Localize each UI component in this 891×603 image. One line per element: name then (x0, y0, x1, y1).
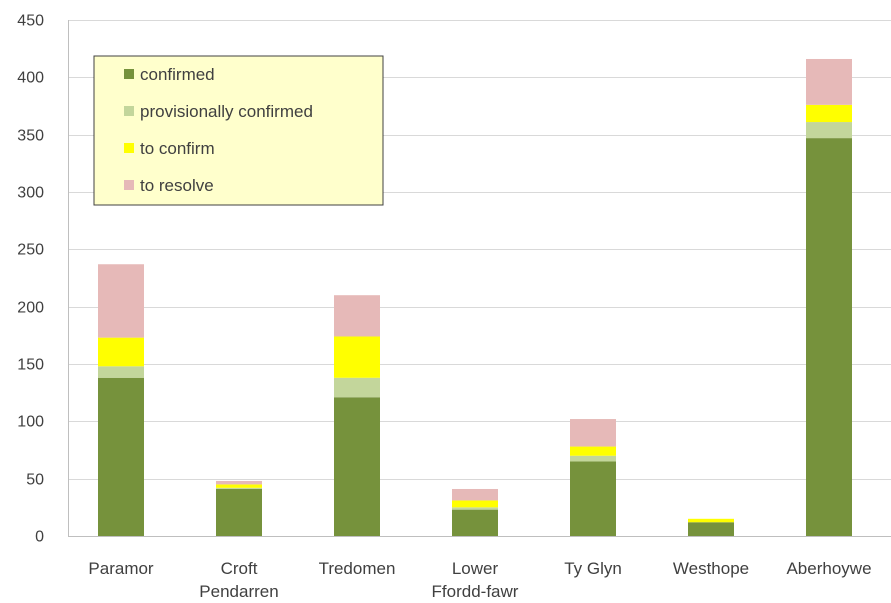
bars (98, 58, 852, 536)
bar-segment-confirmed (452, 509, 498, 536)
bar-segment-to-resolve (806, 58, 852, 105)
x-category-label: Tredomen (319, 559, 396, 578)
bar-segment-provisionally-confirmed (452, 507, 498, 510)
y-tick-label: 400 (17, 70, 44, 87)
y-tick-label: 200 (17, 300, 44, 317)
bar-segment-confirmed (688, 522, 734, 536)
legend-swatch (124, 106, 134, 116)
x-category-label: Ffordd-fawr (432, 582, 519, 601)
legend: confirmed provisionally confirmed to confi… (93, 55, 384, 206)
bar-segment-to-confirm (334, 336, 380, 378)
legend-label: confirmed (140, 65, 215, 84)
y-tick-label: 300 (17, 185, 44, 202)
legend-label: provisionally confirmed (140, 102, 313, 121)
bar-segment-confirmed (334, 397, 380, 536)
y-tick-label: 450 (17, 13, 44, 30)
x-category-label: Ty Glyn (564, 559, 622, 578)
bar-segment-confirmed (98, 377, 144, 536)
x-category-label: Lower (452, 559, 499, 578)
bar-segment-to-confirm (688, 518, 734, 523)
legend-label: to confirm (140, 139, 215, 158)
x-category-label: Pendarren (199, 582, 278, 601)
y-tick-label: 50 (26, 472, 44, 489)
y-tick-label: 100 (17, 414, 44, 431)
bar-segment-to-confirm (570, 446, 616, 456)
x-category-label: Aberhoywe (786, 559, 871, 578)
legend-swatch (124, 143, 134, 153)
bar-segment-provisionally-confirmed (806, 122, 852, 139)
y-tick-label: 0 (35, 529, 44, 546)
bar-segment-provisionally-confirmed (98, 366, 144, 378)
legend-swatch (124, 69, 134, 79)
y-axis-tick-labels: 0 50 100 150 200 250 300 350 400 450 (17, 13, 44, 546)
bar-segment-to-confirm (452, 500, 498, 508)
bar-segment-to-confirm (98, 337, 144, 367)
y-tick-label: 350 (17, 128, 44, 145)
bar-segment-confirmed (806, 138, 852, 536)
bar-segment-confirmed (216, 488, 262, 536)
bar-segment-to-resolve (216, 480, 262, 485)
bar-segment-confirmed (570, 461, 616, 536)
bar-segment-to-confirm (806, 104, 852, 123)
x-category-label: Croft (221, 559, 258, 578)
bar-segment-to-confirm (216, 484, 262, 488)
bar-segment-to-resolve (98, 264, 144, 338)
legend-box (93, 55, 384, 206)
bar-segment-provisionally-confirmed (570, 455, 616, 462)
bar-segment-provisionally-confirmed (216, 487, 262, 489)
bar-segment-to-resolve (570, 419, 616, 447)
bar-segment-provisionally-confirmed (334, 377, 380, 398)
bar-segment-to-resolve (334, 295, 380, 337)
x-category-label: Paramor (88, 559, 154, 578)
x-category-label: Westhope (673, 559, 749, 578)
legend-label: to resolve (140, 176, 214, 195)
bar-segment-to-resolve (452, 488, 498, 501)
legend-swatch (124, 180, 134, 190)
y-tick-label: 250 (17, 242, 44, 259)
x-axis-category-labels: Paramor Croft Pendarren Tredomen Lower Ffordd… (88, 559, 871, 601)
y-tick-label: 150 (17, 357, 44, 374)
